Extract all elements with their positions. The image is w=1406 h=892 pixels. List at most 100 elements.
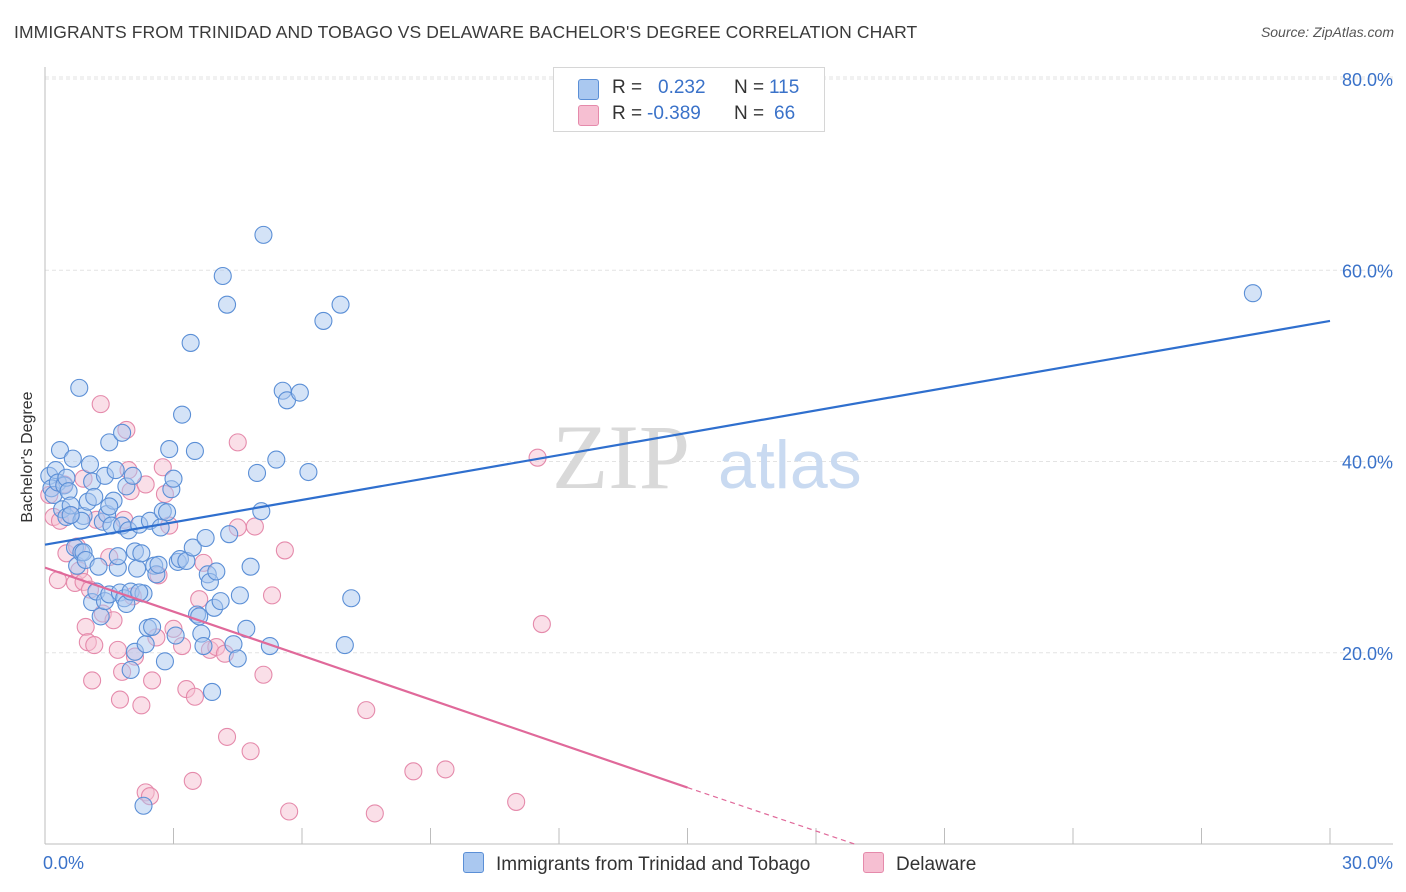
data-point [290,383,309,402]
data-point [262,586,282,605]
data-point [153,458,172,477]
data-point [108,547,127,566]
data-point [267,450,286,469]
data-point [260,637,279,656]
legend-box: R = 0.232 N = 115 R = -0.389 N = 66 [553,67,825,132]
data-point [166,626,185,645]
data-point [100,497,119,516]
legend-r-label: R = [612,77,643,98]
data-point [173,405,192,424]
data-point [183,771,202,790]
data-point [91,607,110,626]
legend-swatch-blue [578,79,599,100]
data-point [280,802,299,821]
legend-row-trinidad: R = 0.232 N = 115 [554,77,824,101]
data-point [160,440,179,459]
legend-swatch-pink [578,105,599,126]
data-point [136,475,155,494]
legend-label-delaware: Delaware [896,854,977,875]
data-point [314,311,333,330]
data-point [299,462,318,482]
bottom-legend-trinidad[interactable]: Immigrants from Trinidad and Tobago [463,852,810,876]
data-point [155,652,174,671]
data-point [213,266,232,286]
data-point [70,378,89,397]
legend-swatch-pink [863,852,884,873]
legend-row-delaware: R = -0.389 N = 66 [554,103,824,127]
series-delaware-points [40,395,551,823]
data-point [91,395,110,414]
data-point [190,590,209,609]
data-point [80,455,100,474]
data-point [228,649,247,668]
legend-label-trinidad: Immigrants from Trinidad and Tobago [496,854,811,875]
data-point [132,696,151,715]
y-tick-label: 60.0% [1342,261,1393,281]
legend-r-value: -0.389 [647,103,701,124]
x-tick-label: 0.0% [43,853,84,873]
data-point [143,617,162,636]
trendline-delaware-extension [687,787,855,845]
data-point [230,586,249,605]
data-point [275,541,294,560]
data-point [194,637,213,656]
data-point [61,505,80,525]
data-point [254,665,273,684]
data-point [220,525,239,544]
data-point [185,441,204,461]
data-point [164,469,183,488]
bottom-legend-delaware[interactable]: Delaware [863,852,976,876]
data-point [357,701,376,720]
data-point [404,762,423,781]
legend-n-label: N = [734,103,765,124]
data-point [181,333,200,352]
data-point [185,687,204,706]
data-point [85,487,104,506]
data-point [241,742,260,761]
legend-n-value: 66 [774,103,796,124]
data-point [254,225,273,244]
legend-n-value: 115 [769,77,800,98]
data-point [50,440,70,460]
data-point [507,792,526,811]
trendline-delaware [44,566,688,789]
data-point [342,589,361,608]
data-point [245,517,264,536]
trendlines [44,319,1331,845]
data-point [183,538,202,557]
data-point [331,295,350,314]
data-point [335,636,354,655]
data-point [241,557,260,576]
legend-swatch-blue [463,852,484,873]
trendline-trinidad [44,319,1331,546]
data-point [83,671,102,690]
legend-r-value: 0.232 [658,77,706,98]
data-point [113,423,132,442]
data-point [1243,284,1262,303]
data-point [365,804,384,823]
y-tick-label: 40.0% [1342,453,1393,473]
watermark-atlas: atlas [718,427,862,503]
data-point [151,518,170,537]
data-point [123,466,142,485]
data-point [228,433,247,452]
data-point [89,557,108,576]
legend-r-label: R = [612,103,643,124]
data-point [85,636,104,655]
data-point [217,295,237,314]
data-point [143,671,162,690]
data-point [132,544,151,563]
data-point [436,760,455,779]
data-point [136,635,155,654]
data-point [158,503,177,522]
data-point [110,690,130,709]
data-point [207,562,226,581]
data-point [106,461,125,480]
chart-title: IMMIGRANTS FROM TRINIDAD AND TOBAGO VS D… [14,22,918,42]
axes [44,67,1393,845]
x-tick-label: 30.0% [1342,853,1393,873]
data-point [76,617,95,636]
data-point [196,528,215,548]
data-point [134,796,153,815]
data-point [63,449,82,468]
